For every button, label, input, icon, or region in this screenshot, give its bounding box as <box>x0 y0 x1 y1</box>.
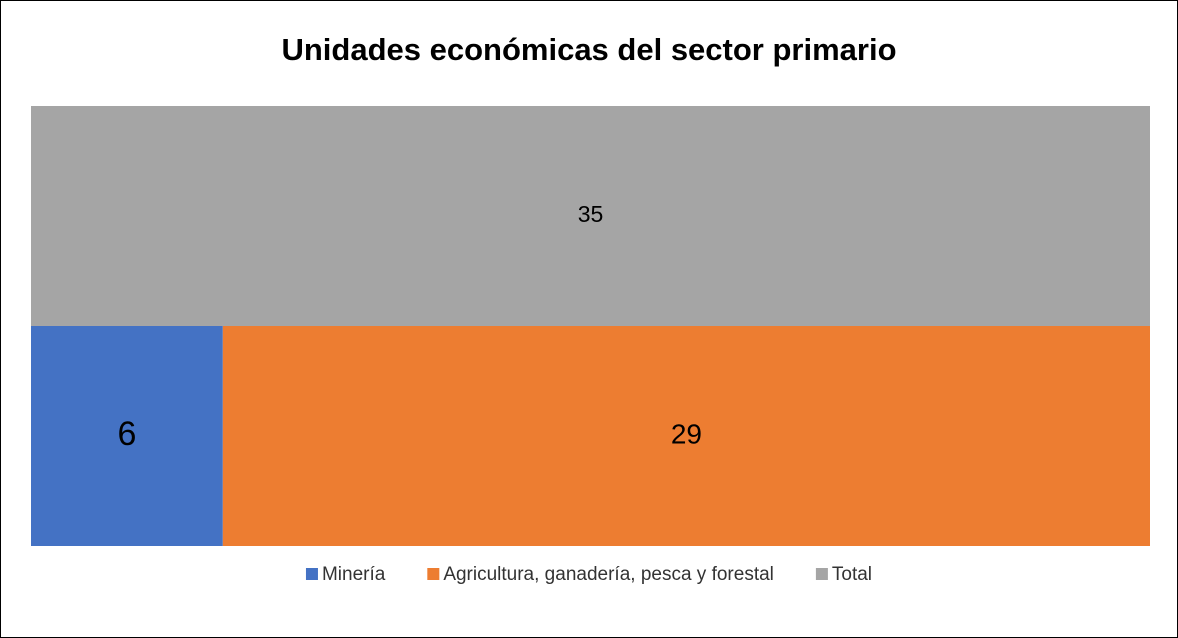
data-label: 35 <box>578 201 604 227</box>
legend-label: Total <box>832 564 872 585</box>
legend-label: Agricultura, ganadería, pesca y forestal <box>443 564 774 585</box>
data-label: 6 <box>117 415 136 453</box>
bar <box>222 326 1151 546</box>
legend-swatch <box>427 568 440 580</box>
legend-label: Minería <box>322 564 386 585</box>
data-label: 29 <box>671 418 702 449</box>
legend-swatch <box>815 568 828 580</box>
bar <box>31 326 223 546</box>
bar <box>31 106 1150 326</box>
legend-swatch <box>305 568 318 580</box>
chart-title: Unidades económicas del sector primario <box>281 32 896 67</box>
